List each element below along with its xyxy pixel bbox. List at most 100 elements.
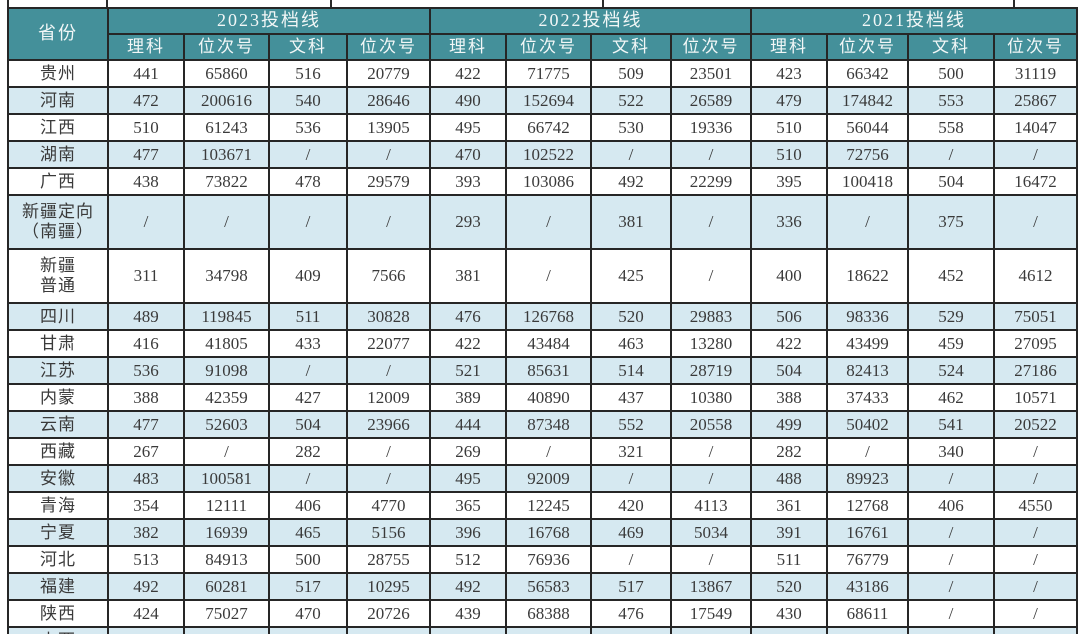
value-cell: / xyxy=(590,626,672,634)
value-cell: 516 xyxy=(268,59,348,88)
value-cell: 552 xyxy=(590,410,672,439)
value-cell: 382 xyxy=(107,518,185,547)
grid-line-fragment xyxy=(330,0,332,8)
value-cell: 30828 xyxy=(346,302,431,331)
value-cell: 63520 xyxy=(183,626,270,634)
value-cell: / xyxy=(670,464,752,493)
value-cell: / xyxy=(907,599,995,628)
value-cell: 16939 xyxy=(183,518,270,547)
value-cell: / xyxy=(183,194,270,250)
value-cell: 391 xyxy=(750,518,828,547)
table-row: 内蒙 388 42359 427 12009 389 40890 437 10380 388 374… xyxy=(7,383,1078,412)
value-cell: / xyxy=(670,545,752,574)
value-cell: 4612 xyxy=(993,248,1078,304)
value-cell: 126768 xyxy=(505,302,592,331)
value-cell: 66342 xyxy=(826,59,909,88)
table-row: 江西 510 61243 536 13905 495 66742 530 19336 510 560… xyxy=(7,113,1078,142)
value-cell: 89923 xyxy=(826,464,909,493)
value-cell: 68388 xyxy=(505,599,592,628)
value-cell: 470 xyxy=(268,599,348,628)
grid-line-fragment xyxy=(1013,0,1015,8)
value-cell: 20726 xyxy=(346,599,431,628)
sub-column-header: 位次号 xyxy=(993,33,1078,61)
value-cell: / xyxy=(907,140,995,169)
value-cell: 23966 xyxy=(346,410,431,439)
value-cell: 510 xyxy=(750,113,828,142)
value-cell: 521 xyxy=(429,356,507,385)
table-row: 江苏 536 91098//521 85631 514 28719 504 82413 524 2… xyxy=(7,356,1078,385)
value-cell: 495 xyxy=(429,464,507,493)
value-cell: / xyxy=(993,464,1078,493)
value-cell: 506 xyxy=(750,302,828,331)
value-cell: / xyxy=(346,356,431,385)
value-cell: / xyxy=(907,626,995,634)
province-cell: 安徽 xyxy=(7,464,109,493)
value-cell: 495 xyxy=(429,113,507,142)
value-cell: 7566 xyxy=(346,248,431,304)
value-cell: / xyxy=(993,599,1078,628)
value-cell: 103086 xyxy=(505,167,592,196)
value-cell: 427 xyxy=(268,383,348,412)
value-cell: 18622 xyxy=(826,248,909,304)
value-cell: 92009 xyxy=(505,464,592,493)
value-cell: / xyxy=(993,518,1078,547)
value-cell: 462 xyxy=(907,383,995,412)
value-cell: 510 xyxy=(750,140,828,169)
value-cell: 22299 xyxy=(670,167,752,196)
value-cell: / xyxy=(183,437,270,466)
value-cell: / xyxy=(590,140,672,169)
year-group-header: 2023投档线 xyxy=(107,7,431,35)
value-cell: 311 xyxy=(107,248,185,304)
value-cell: 23501 xyxy=(670,59,752,88)
province-cell: 湖南 xyxy=(7,140,109,169)
value-cell: / xyxy=(346,464,431,493)
value-cell: 375 xyxy=(907,194,995,250)
table-row: 四川 489 119845 511 30828 476 126768 520 29883 506 9… xyxy=(7,302,1078,331)
value-cell: 541 xyxy=(907,410,995,439)
value-cell: 529 xyxy=(907,302,995,331)
value-cell: 479 xyxy=(750,86,828,115)
value-cell: 25867 xyxy=(993,86,1078,115)
value-cell: / xyxy=(907,572,995,601)
value-cell: / xyxy=(993,626,1078,634)
value-cell: 400 xyxy=(750,248,828,304)
province-cell: 内蒙 xyxy=(7,383,109,412)
value-cell: 321 xyxy=(590,437,672,466)
value-cell: 87348 xyxy=(505,410,592,439)
value-cell: 517 xyxy=(590,572,672,601)
value-cell: / xyxy=(826,194,909,250)
province-cell: 广西 xyxy=(7,167,109,196)
value-cell: 520 xyxy=(750,572,828,601)
value-cell: 100581 xyxy=(183,464,270,493)
province-cell: 青海 xyxy=(7,491,109,520)
value-cell: 422 xyxy=(750,329,828,358)
value-cell: 500 xyxy=(907,59,995,88)
value-cell: 388 xyxy=(750,383,828,412)
value-cell: 31119 xyxy=(993,59,1078,88)
value-cell: / xyxy=(993,572,1078,601)
grid-line-fragment xyxy=(602,0,604,8)
value-cell: 472 xyxy=(107,86,185,115)
value-cell: 12245 xyxy=(505,491,592,520)
province-cell: 西藏 xyxy=(7,437,109,466)
value-cell: 63240 xyxy=(505,626,592,634)
value-cell: 28646 xyxy=(346,86,431,115)
value-cell: 50402 xyxy=(826,410,909,439)
value-cell: 361 xyxy=(750,491,828,520)
value-cell: 396 xyxy=(429,518,507,547)
value-cell: 420 xyxy=(590,491,672,520)
value-cell: 282 xyxy=(268,437,348,466)
value-cell: 409 xyxy=(268,248,348,304)
value-cell: / xyxy=(907,464,995,493)
value-cell: 4770 xyxy=(346,491,431,520)
value-cell: 510 xyxy=(107,113,185,142)
value-cell: 477 xyxy=(107,410,185,439)
sub-column-header: 位次号 xyxy=(826,33,909,61)
value-cell: 476 xyxy=(429,302,507,331)
province-cell: 江苏 xyxy=(7,356,109,385)
value-cell: 478 xyxy=(268,167,348,196)
value-cell: 76779 xyxy=(826,545,909,574)
value-cell: 499 xyxy=(750,410,828,439)
value-cell: 14047 xyxy=(993,113,1078,142)
province-cell: 河北 xyxy=(7,545,109,574)
